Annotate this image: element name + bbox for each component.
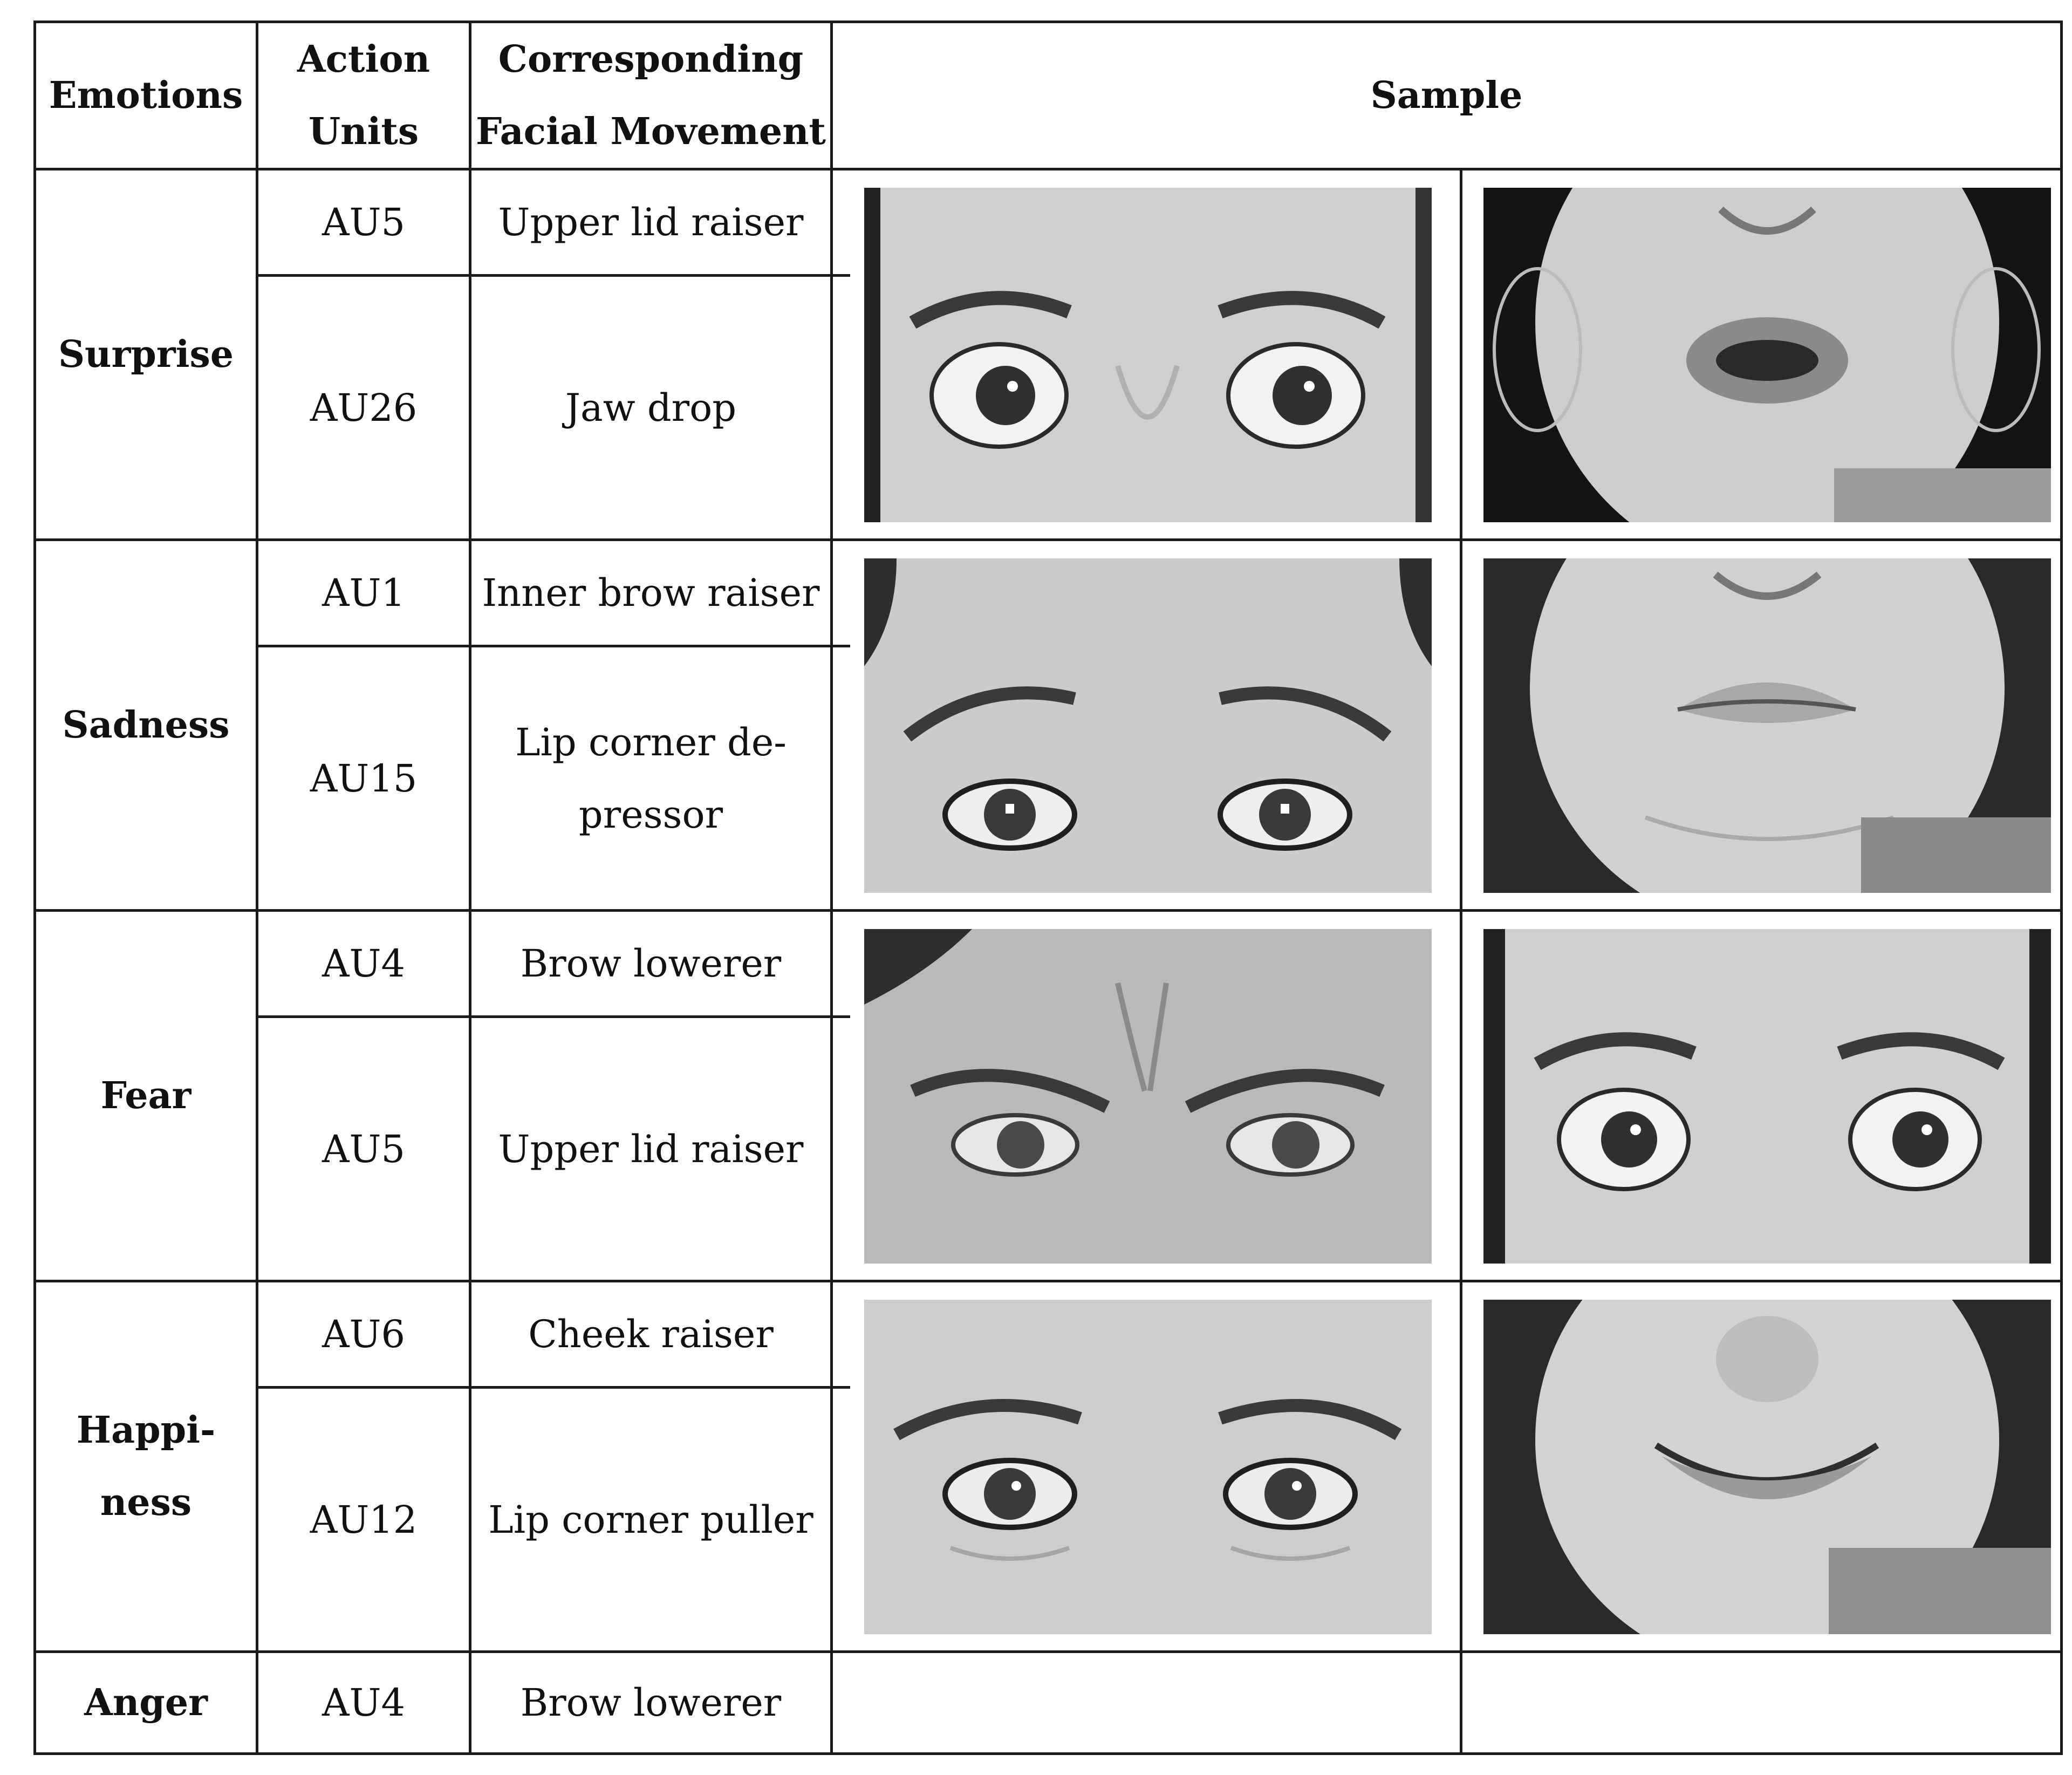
emotion-label-line1: Happi- (76, 1409, 216, 1452)
au-code: AU5 (322, 1127, 406, 1171)
au-cell: AU15 (258, 647, 469, 909)
movement-text: Brow lowerer (520, 1681, 782, 1725)
sample-photo-sadness-eyes (864, 558, 1432, 893)
movement-cell: Lip corner puller (471, 1389, 830, 1650)
emotion-label: Sadness (62, 704, 230, 747)
au-code: AU15 (310, 756, 418, 801)
emotion-anger: Anger (36, 1653, 256, 1752)
emotion-label: Fear (100, 1074, 192, 1117)
rule-fear-mid (256, 1015, 850, 1018)
header-action-units: Action Units (258, 23, 469, 168)
movement-cell: Upper lid raiser (471, 1018, 830, 1280)
header-action-units-line2: Units (308, 110, 419, 153)
movement-text: Upper lid raiser (498, 1127, 804, 1171)
sample-photo-happiness-mouth (1483, 1300, 2051, 1634)
emotion-label: Surprise (58, 333, 234, 376)
sample-photo-happiness-eyes (864, 1300, 1432, 1634)
movement-cell: Jaw drop (471, 277, 830, 538)
rule-col2 (469, 21, 471, 1755)
rule-happiness-mid (256, 1386, 850, 1389)
rule-col4 (1460, 168, 1462, 1755)
au-code: AU4 (322, 1681, 406, 1725)
movement-text: Lip corner puller (488, 1497, 813, 1542)
emotion-label: Anger (84, 1681, 208, 1724)
header-sample-text: Sample (1370, 74, 1523, 117)
movement-text: Cheek raiser (528, 1312, 774, 1356)
movement-cell: Brow lowerer (471, 912, 830, 1015)
au-code: AU5 (322, 200, 406, 244)
rule-header (33, 168, 2063, 170)
rule-surprise-mid (256, 274, 850, 277)
sample-photo-surprise-eyes (864, 188, 1432, 522)
rule-col1 (256, 21, 258, 1755)
movement-text: Inner brow raiser (482, 571, 820, 615)
header-facial-movement-line1: Corresponding (498, 38, 804, 81)
sample-photo-sadness-mouth (1483, 558, 2051, 893)
rule-sadness-end (33, 909, 2063, 912)
header-facial-movement-line2: Facial Movement (476, 110, 826, 153)
au-cell: AU4 (258, 912, 469, 1015)
header-emotions: Emotions (36, 23, 256, 168)
movement-cell: Lip corner de- pressor (471, 647, 830, 909)
movement-text: Brow lowerer (520, 941, 782, 986)
au-cell: AU26 (258, 277, 469, 538)
sample-photo-fear-brows (864, 929, 1432, 1264)
movement-text-line1: Lip corner de- (515, 720, 787, 764)
movement-cell: Cheek raiser (471, 1282, 830, 1386)
header-emotions-text: Emotions (49, 74, 243, 117)
au-cell: AU5 (258, 1018, 469, 1280)
emotion-surprise: Surprise (36, 170, 256, 538)
au-code: AU26 (310, 385, 418, 430)
rule-bottom (33, 1752, 2063, 1755)
au-cell: AU1 (258, 541, 469, 645)
header-facial-movement: Corresponding Facial Movement (471, 23, 830, 168)
au-cell: AU6 (258, 1282, 469, 1386)
rule-happiness-end (33, 1650, 2063, 1653)
action-units-table: Emotions Action Units Corresponding Faci… (33, 21, 2063, 1755)
movement-cell: Upper lid raiser (471, 170, 830, 274)
emotion-sadness: Sadness (36, 541, 256, 909)
emotion-fear: Fear (36, 912, 256, 1280)
au-cell: AU5 (258, 170, 469, 274)
emotion-label-line2: ness (100, 1481, 192, 1524)
rule-surprise-end (33, 538, 2063, 541)
rule-top (33, 21, 2063, 23)
rule-col3 (830, 21, 833, 1755)
movement-text-line2: pressor (578, 792, 723, 837)
movement-cell: Inner brow raiser (471, 541, 830, 645)
au-code: AU12 (310, 1497, 418, 1542)
movement-cell: Brow lowerer (471, 1653, 830, 1752)
au-code: AU6 (322, 1312, 406, 1356)
movement-text: Upper lid raiser (498, 200, 804, 244)
movement-text: Jaw drop (565, 385, 737, 430)
sample-photo-surprise-mouth (1483, 188, 2051, 522)
au-cell: AU12 (258, 1389, 469, 1650)
rule-right (2060, 21, 2063, 1755)
au-code: AU1 (322, 571, 406, 615)
au-cell: AU4 (258, 1653, 469, 1752)
au-code: AU4 (322, 941, 406, 986)
rule-fear-end (33, 1280, 2063, 1282)
rule-left (33, 21, 36, 1755)
sample-photo-fear-eyes (1483, 929, 2051, 1264)
emotion-happiness: Happi- ness (36, 1282, 256, 1650)
header-sample: Sample (833, 23, 2060, 168)
header-action-units-line1: Action (297, 38, 430, 81)
rule-sadness-mid (256, 645, 850, 647)
